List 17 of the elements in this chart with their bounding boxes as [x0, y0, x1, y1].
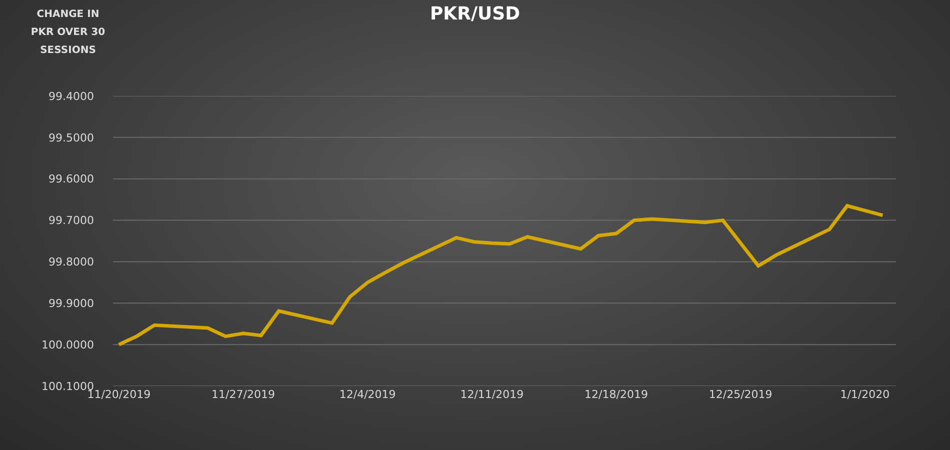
x-tick-label: 12/11/2019: [460, 388, 524, 401]
y-axis-title: CHANGE IN PKR OVER 30 SESSIONS: [30, 8, 106, 58]
chart-title: PKR/USD: [430, 3, 520, 24]
y-tick-label: 99.4000: [48, 90, 94, 103]
y-tick-label: 99.8000: [48, 256, 94, 269]
x-tick-label: 11/27/2019: [212, 388, 275, 401]
y-tick-label: 99.9000: [48, 296, 94, 310]
y-tick-label: 99.7000: [48, 214, 94, 228]
line-series: [117, 204, 884, 346]
x-tick-label: 12/25/2019: [708, 388, 772, 401]
x-tick-label: 12/18/2019: [584, 388, 648, 401]
x-tick-label: 11/20/2019: [87, 388, 151, 401]
x-tick-label: 12/4/2019: [339, 388, 396, 401]
y-tick-label: 99.5000: [48, 131, 94, 144]
y-tick-label: 99.6000: [48, 172, 94, 186]
y-tick-label: 100.0000: [42, 338, 94, 352]
x-tick-label: 1/1/2020: [840, 388, 890, 401]
